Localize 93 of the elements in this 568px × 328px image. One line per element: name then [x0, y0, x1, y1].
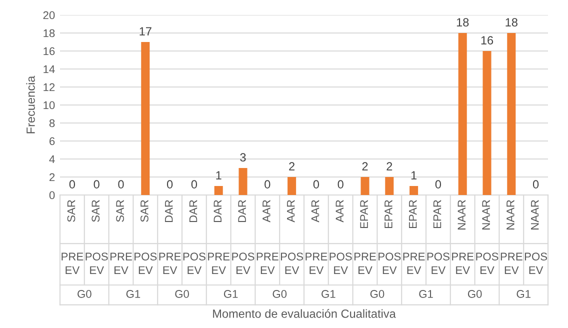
- data-label: 3: [240, 153, 246, 162]
- data-label: 0: [191, 180, 198, 188]
- data-label: 1: [216, 171, 222, 180]
- text: PRE EV: [306, 252, 328, 274]
- text: G1: [516, 290, 530, 298]
- data-label: 0: [264, 180, 270, 188]
- data-label: 17: [140, 27, 152, 36]
- y-tick-label: 16: [44, 47, 55, 56]
- bar: [360, 177, 370, 195]
- data-label: 0: [118, 180, 124, 188]
- data-label: 0: [69, 180, 76, 188]
- text: PRE EV: [452, 252, 474, 274]
- text: POS EV: [476, 252, 498, 274]
- x-tick-label: AAR: [262, 200, 270, 222]
- data-label: 2: [386, 162, 392, 170]
- text: G1: [224, 290, 238, 298]
- data-label: 1: [411, 171, 417, 180]
- x-tick-label: EPAR: [384, 200, 392, 228]
- bar: [385, 177, 394, 195]
- text: G0: [370, 290, 384, 298]
- bar: [238, 168, 248, 195]
- data-label: 0: [94, 180, 100, 188]
- data-label: 18: [506, 18, 518, 26]
- y-tick-label: 14: [44, 65, 55, 74]
- text: G1: [126, 290, 140, 298]
- text: PRE EV: [500, 252, 522, 274]
- text: POS EV: [86, 252, 108, 274]
- text: PRE EV: [208, 252, 230, 274]
- text: G0: [272, 290, 287, 298]
- data-label: 18: [456, 18, 469, 26]
- text: Momento de evaluación Cualitativa: [213, 309, 396, 318]
- x-tick-label: NAAR: [482, 200, 490, 230]
- text: PRE EV: [256, 252, 278, 274]
- x-tick-label: DAR: [165, 200, 173, 222]
- bar: [507, 33, 516, 195]
- text: PRE EV: [110, 252, 132, 274]
- text: POS EV: [330, 252, 352, 274]
- data-label: 0: [532, 180, 539, 188]
- x-tick-label: DAR: [214, 200, 222, 222]
- bar: [214, 186, 223, 195]
- text: POS EV: [524, 252, 548, 274]
- data-label: 0: [338, 180, 344, 188]
- text: G0: [468, 290, 482, 298]
- y-tick-label: 18: [44, 29, 55, 38]
- x-tick-label: DAR: [189, 200, 198, 222]
- data-label: 16: [481, 36, 494, 44]
- text: G1: [419, 290, 433, 298]
- y-tick-label: 6: [50, 137, 55, 146]
- bar: [288, 177, 296, 195]
- x-tick-label: SAR: [140, 200, 148, 222]
- x-tick-label: AAR: [287, 200, 295, 222]
- y-tick-label: 2: [50, 173, 55, 182]
- text: PRE EV: [403, 252, 425, 274]
- bar: [410, 186, 418, 195]
- x-tick-label: AAR: [311, 200, 320, 222]
- x-tick-label: SAR: [92, 200, 100, 222]
- x-tick-label: NAAR: [458, 200, 466, 230]
- y-tick-label: 10: [44, 101, 55, 110]
- x-tick-label: EPAR: [360, 200, 368, 228]
- text: G0: [175, 290, 189, 298]
- x-tick-label: EPAR: [433, 200, 442, 228]
- bar: [141, 42, 150, 195]
- y-tick-label: 12: [44, 83, 55, 92]
- data-label: 2: [289, 162, 294, 170]
- x-tick-label: NAAR: [506, 200, 514, 230]
- x-tick-label: SAR: [116, 200, 124, 222]
- text: POS EV: [378, 252, 401, 274]
- data-label: 0: [313, 180, 320, 188]
- x-tick-label: EPAR: [409, 200, 417, 228]
- text: POS EV: [427, 252, 450, 274]
- text: PRE EV: [159, 252, 181, 274]
- text: G0: [78, 290, 92, 298]
- text: PRE EV: [354, 252, 376, 274]
- y-tick-label: 20: [43, 11, 55, 20]
- y-tick-label: 8: [49, 119, 55, 128]
- text: G1: [322, 290, 336, 298]
- data-label: 0: [166, 180, 173, 188]
- text: POS EV: [232, 252, 254, 274]
- y-axis-title: Frecuencia: [26, 76, 35, 134]
- x-tick-label: NAAR: [531, 200, 539, 230]
- x-tick-label: DAR: [238, 200, 246, 222]
- x-tick-label: SAR: [67, 200, 76, 222]
- y-tick-label: 0: [49, 191, 55, 200]
- text: PRE EV: [62, 252, 84, 274]
- data-label: 0: [435, 180, 442, 188]
- text: POS EV: [183, 252, 206, 274]
- data-label: 2: [362, 162, 368, 170]
- x-tick-label: AAR: [336, 200, 344, 222]
- text: POS EV: [280, 252, 304, 274]
- bar: [458, 33, 467, 195]
- text: POS EV: [134, 252, 157, 274]
- y-tick-label: 4: [49, 155, 55, 164]
- bar: [482, 51, 492, 195]
